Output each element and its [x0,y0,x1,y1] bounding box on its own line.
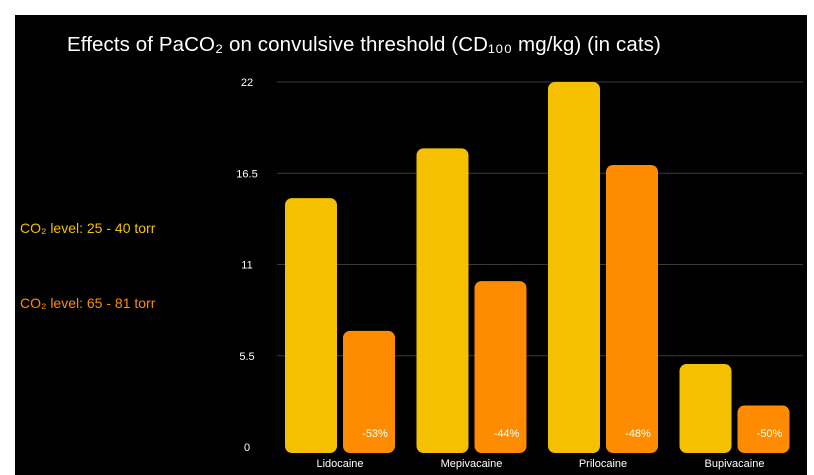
data-label: -48% [625,428,651,440]
x-tick-label: Mepivacaine [441,458,503,470]
x-tick-label: Prilocaine [579,458,627,470]
bar [548,82,600,453]
chart-title: Effects of PaCO₂ on convulsive threshold… [67,33,661,56]
data-label: -44% [494,428,520,440]
chart-plot: 0 5.5 11 16.5 22 -53% Lidocaine -44% Mepivacaine… [236,77,803,470]
bar [285,198,337,453]
bar [737,405,790,453]
y-tick-label: 16.5 [236,168,257,180]
data-label: -53% [362,428,388,440]
y-tick-label: 0 [244,442,250,454]
bar [474,281,527,453]
y-tick-label: 11 [241,260,252,272]
chart-frame: Effects of PaCO₂ on convulsive threshold… [15,15,807,475]
y-tick-label: 22 [241,77,253,89]
bar [416,148,469,453]
legend-entry-low-co2: CO₂ level: 25 - 40 torr [20,220,156,236]
x-tick-label: Lidocaine [316,458,363,470]
legend-entry-high-co2: CO₂ level: 65 - 81 torr [20,295,156,311]
data-label: -50% [757,428,783,440]
x-tick-label: Bupivacaine [705,458,765,470]
bar [606,164,658,454]
y-tick-label: 5.5 [239,351,254,363]
bar [343,330,395,453]
bar [679,364,732,453]
